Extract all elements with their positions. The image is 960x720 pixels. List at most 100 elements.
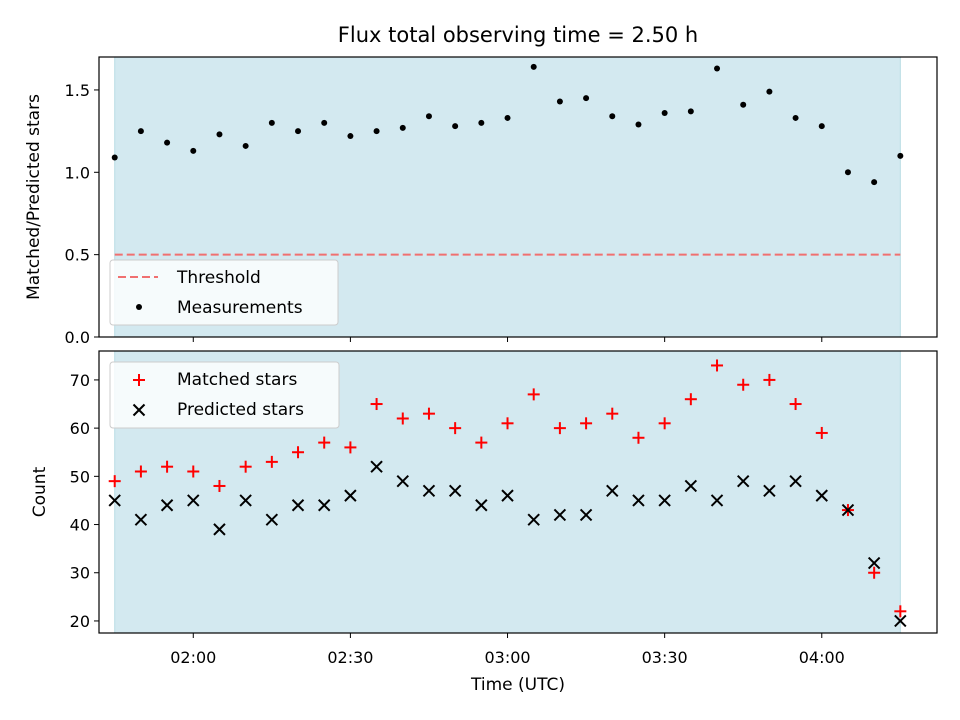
matched-point [396, 412, 409, 425]
matched-point [344, 441, 357, 454]
matched-point [161, 460, 174, 473]
matched-point [789, 398, 802, 411]
measurement-point [530, 63, 537, 70]
matched-point [318, 436, 331, 449]
predicted-point [187, 494, 200, 507]
bottom-axes-frame [98, 350, 938, 634]
top-panel: 0.0 0.5 1.0 1.5 Matched/Predicted stars Thr… [24, 56, 938, 347]
matched-point [292, 446, 305, 459]
top-ylabel: Matched/Predicted stars [24, 94, 44, 300]
measurement-point [295, 128, 302, 135]
measurement-point [661, 110, 668, 116]
measurement-point [164, 139, 171, 146]
measurement-point [635, 121, 642, 128]
legend-measurements-swatch [136, 304, 142, 310]
measurement-point [818, 123, 825, 130]
measurement-point [321, 119, 328, 126]
predicted-point [160, 499, 174, 512]
predicted-point [213, 523, 226, 536]
bottom-ytick-label: 20 [70, 612, 90, 631]
matched-point [580, 417, 593, 430]
matched-point [422, 407, 435, 420]
measurement-point [556, 98, 563, 105]
matched-point [815, 426, 828, 439]
measurement-point [714, 65, 721, 72]
predicted-point [134, 513, 148, 526]
measurement-point [740, 101, 747, 108]
predicted-point [291, 499, 305, 512]
predicted-point [448, 484, 462, 498]
measurement-point [242, 142, 249, 149]
predicted-point [737, 474, 750, 488]
matched-point [606, 407, 619, 420]
predicted-point [867, 556, 881, 570]
top-ytick-label: 0.5 [65, 246, 90, 265]
predicted-point [684, 479, 698, 493]
predicted-point [265, 513, 279, 526]
measurement-point [792, 114, 799, 121]
measurement-point [347, 133, 354, 140]
matched-point [711, 359, 724, 372]
bottom-ytick-label: 60 [70, 419, 90, 438]
legend-measurements-label: Measurements [177, 298, 303, 318]
matched-point [684, 393, 697, 406]
matched-point [475, 436, 488, 449]
measurement-point [871, 179, 878, 186]
measurement-point [844, 169, 851, 176]
predicted-point [789, 474, 802, 488]
legend-predicted-label: Predicted stars [177, 400, 304, 420]
predicted-point [841, 503, 855, 517]
predicted-point [108, 494, 121, 507]
bottom-ytick-label: 50 [70, 467, 90, 486]
measurement-point [425, 113, 432, 120]
legend-matched-label: Matched stars [177, 370, 297, 390]
predicted-point [763, 484, 776, 498]
top-ytick-label: 1.5 [65, 81, 90, 100]
matched-point [658, 417, 671, 430]
bottom-panel: 20 30 40 50 60 70 02:00 02:30 03:00 03:30 04:00 C… [30, 350, 938, 695]
matched-point [449, 422, 462, 435]
top-legend: Threshold Measurements [109, 259, 339, 326]
matched-point [134, 465, 147, 478]
measurement-point [478, 119, 485, 126]
chart-title: Flux total observing time = 2.50 h [338, 23, 698, 47]
measurement-point [897, 152, 904, 159]
matched-point [763, 373, 776, 386]
matched-point [370, 398, 383, 411]
bottom-ytick-label: 40 [70, 516, 90, 535]
predicted-point [344, 489, 357, 502]
predicted-point [370, 460, 383, 473]
predicted-point [501, 489, 514, 502]
top-legend-box [109, 259, 339, 326]
matched-point [213, 479, 226, 492]
predicted-point [606, 484, 619, 498]
measurement-point [190, 147, 197, 154]
measurement-point [766, 88, 773, 95]
matched-point [737, 378, 750, 391]
predicted-point [422, 484, 436, 498]
matched-point [894, 605, 907, 618]
bottom-legend-box [109, 361, 340, 429]
top-axes-frame [98, 56, 938, 338]
legend-threshold-label: Threshold [176, 268, 261, 288]
top-ytick-label: 0.0 [65, 328, 90, 347]
bottom-ytick-label: 30 [70, 564, 90, 583]
measurement-point [687, 108, 694, 115]
bottom-ylabel: Count [30, 466, 50, 517]
matched-point [553, 422, 566, 435]
predicted-point [579, 508, 593, 522]
x-axis-label: Time (UTC) [470, 675, 565, 695]
predicted-point [894, 614, 907, 628]
legend-predicted-swatch [132, 403, 146, 417]
predicted-point [553, 508, 567, 522]
predicted-point [710, 494, 724, 507]
measurement-point [504, 114, 511, 121]
matched-point [868, 566, 881, 579]
measurement-point [452, 123, 459, 130]
bottom-ytick-label: 70 [70, 371, 90, 390]
predicted-point [318, 499, 331, 512]
measurement-point [373, 128, 380, 135]
bottom-legend: Matched stars Predicted stars [109, 361, 340, 429]
bottom-xtick-label: 03:30 [642, 648, 688, 667]
